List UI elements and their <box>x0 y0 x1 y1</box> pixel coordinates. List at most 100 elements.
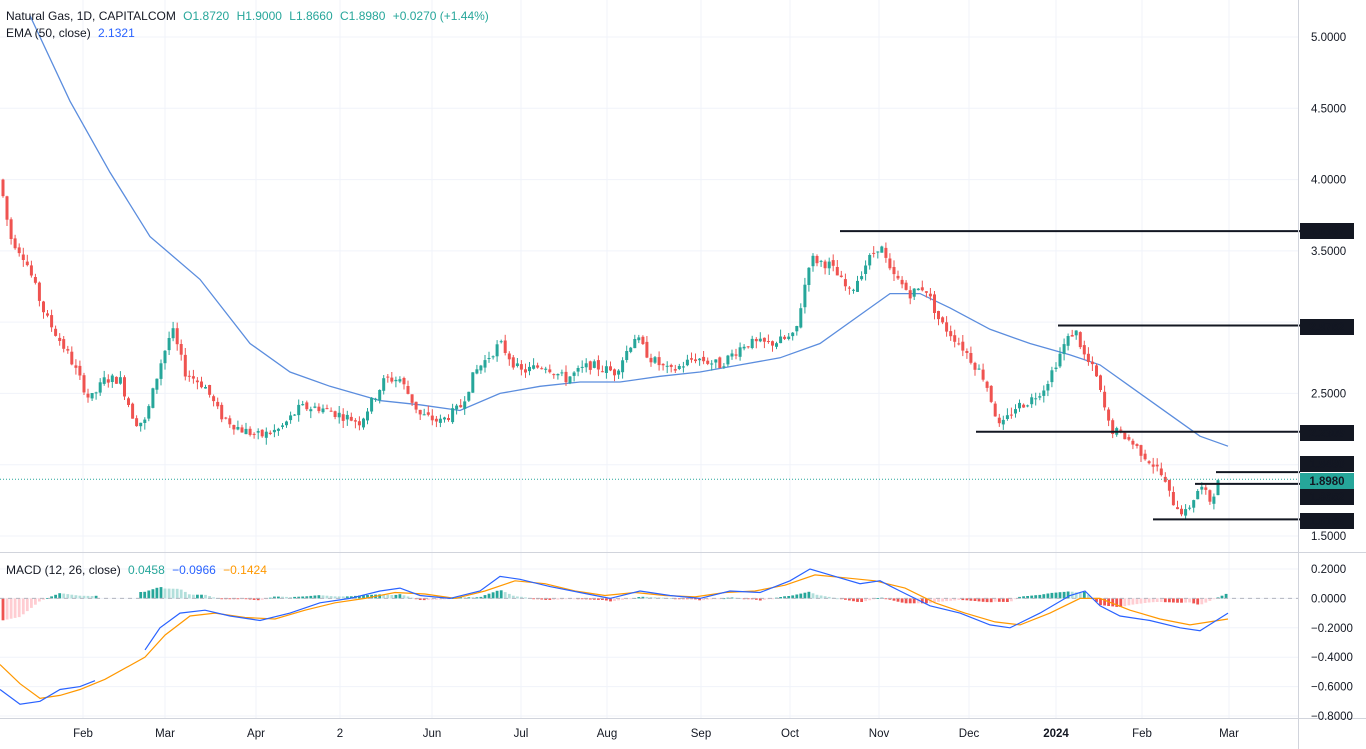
macd-hist-bar <box>613 598 616 601</box>
candle-body <box>1123 432 1127 440</box>
level-label-text: 1.8980 <box>1309 476 1344 488</box>
candle <box>1 178 5 198</box>
candle-body <box>775 343 778 347</box>
candle-body <box>556 374 560 376</box>
candle <box>414 401 418 414</box>
candle <box>139 422 143 432</box>
macd-hist-bar <box>941 598 944 602</box>
macd-hist-bar <box>309 595 313 599</box>
candle-body <box>86 393 90 398</box>
candle-body <box>410 394 414 403</box>
candle-body <box>576 368 580 372</box>
candle <box>641 335 645 345</box>
candle <box>1107 407 1111 427</box>
macd-hist-bar <box>965 598 969 601</box>
macd-hist-bar <box>155 587 159 599</box>
macd-hist-bar <box>516 596 519 599</box>
candle <box>532 358 536 370</box>
candle <box>418 409 422 420</box>
candle-body <box>204 387 207 389</box>
candle <box>864 260 868 281</box>
candle <box>738 342 742 361</box>
candle <box>706 357 710 366</box>
candle-body <box>13 238 17 249</box>
candle <box>1078 331 1082 350</box>
macd-hist-bar <box>268 597 272 599</box>
macd-hist-bar <box>848 598 851 601</box>
macd-hist-bar <box>1131 598 1135 605</box>
macd-tick-label: −0.6000 <box>1311 682 1353 694</box>
horizontal-levels[interactable] <box>0 230 1300 521</box>
macd-hist-bar <box>548 598 552 600</box>
macd-hist-bar <box>1139 598 1143 604</box>
candle <box>1188 505 1192 511</box>
candle <box>135 415 139 427</box>
macd-hist-bar <box>285 596 288 599</box>
candle-body <box>337 412 341 418</box>
macd-hist-bar <box>1095 598 1098 602</box>
candle <box>127 396 130 408</box>
macd-hist-bar <box>900 598 904 603</box>
macd-hist-bar <box>499 590 503 599</box>
candle-body <box>864 265 868 274</box>
macd-hist-bar <box>366 595 369 599</box>
candle-body <box>341 414 345 421</box>
candle-body <box>730 353 734 357</box>
macd-hist-bar <box>1147 598 1151 603</box>
candle <box>1090 356 1094 371</box>
candle <box>54 325 58 337</box>
candle-body <box>827 261 831 269</box>
macd-hist-bar <box>293 596 296 599</box>
candle <box>1099 374 1102 393</box>
candle <box>742 344 746 351</box>
macd-hist-bar <box>532 598 535 600</box>
candle <box>1155 458 1159 472</box>
candle <box>1038 392 1042 401</box>
candle <box>839 270 843 278</box>
candle <box>843 273 847 291</box>
level-label-text: 2.2309 <box>1309 428 1344 440</box>
macd-hist-bar <box>645 596 649 599</box>
macd-pane <box>0 568 1298 705</box>
price-tick-label: 1.5000 <box>1311 531 1346 543</box>
candle <box>240 424 244 433</box>
candle <box>155 378 159 394</box>
candle-body <box>29 265 33 276</box>
candle-body <box>949 331 953 337</box>
candle <box>730 349 734 360</box>
candle <box>791 332 795 341</box>
macd-hist-bar <box>1200 598 1204 605</box>
candle <box>528 362 531 376</box>
macd-hist-bar <box>1224 593 1228 599</box>
candle <box>438 414 442 428</box>
candle <box>977 364 981 370</box>
candle-body <box>702 356 706 362</box>
candle-body <box>159 363 163 379</box>
candle-body <box>588 361 592 370</box>
candle-body <box>823 261 827 269</box>
candle <box>872 246 876 258</box>
candle-body <box>151 388 155 408</box>
candles-layer <box>1 178 1220 519</box>
candle-body <box>438 418 442 423</box>
macd-hist-bar <box>868 598 872 601</box>
candle <box>244 422 248 435</box>
candle-body <box>143 419 147 423</box>
macd-hist-bar <box>277 596 280 599</box>
candle <box>771 340 774 352</box>
macd-hist-bar <box>204 594 207 599</box>
candle-body <box>1204 487 1208 490</box>
candle-body <box>455 405 459 410</box>
candle <box>268 430 272 436</box>
candle-body <box>694 359 697 362</box>
candle-body <box>653 357 657 363</box>
macd-hist-bar <box>321 595 325 599</box>
candle <box>1054 362 1058 372</box>
candle <box>722 363 726 369</box>
candle <box>1026 404 1030 408</box>
macd-hist-bar <box>969 598 973 601</box>
macd-hist-bar <box>70 594 74 599</box>
candle-body <box>762 337 766 342</box>
macd-line <box>0 680 96 705</box>
